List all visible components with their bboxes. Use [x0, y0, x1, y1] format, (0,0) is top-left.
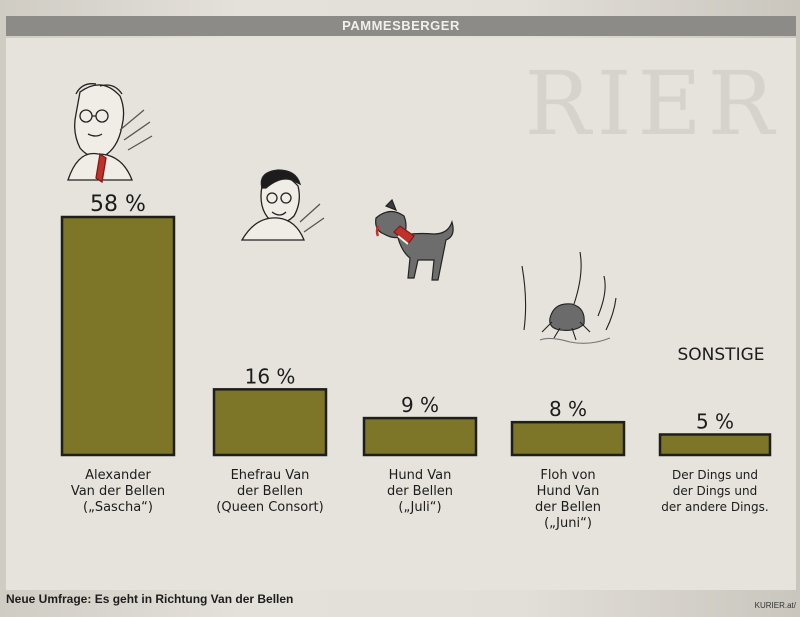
category-label-line: („Juli“) — [398, 500, 441, 515]
value-label-4: 8 % — [549, 397, 587, 421]
bar-2 — [212, 388, 328, 457]
spouse-drawing — [240, 169, 325, 241]
category-label-1: Alexander Van der Bellen („Sascha“) — [71, 468, 165, 515]
bar-3 — [362, 416, 478, 457]
category-label-line: der Bellen — [237, 484, 303, 499]
value-labels-layer: 58 % 16 % 9 % 8 % 5 % — [90, 192, 734, 433]
category-label-4: Floh von Hund Van der Bellen („Juni“) — [535, 468, 601, 531]
caption: Neue Umfrage: Es geht in Richtung Van de… — [6, 592, 294, 606]
category-label-line: („Juni“) — [544, 516, 592, 531]
dog-drawing — [375, 198, 454, 281]
category-label-5: Der Dings und der Dings und der andere Din… — [661, 468, 768, 514]
sonstige-annotation: SONSTIGE — [678, 345, 765, 365]
category-label-line: („Sascha“) — [83, 500, 153, 515]
category-label-line: Der Dings und — [672, 468, 758, 482]
header-bar: PAMMESBERGER — [6, 16, 796, 36]
bar-4 — [510, 420, 626, 457]
cartoon-title: PAMMESBERGER — [342, 18, 460, 33]
category-label-2: Ehefrau Van der Bellen (Queen Consort) — [216, 468, 323, 515]
category-label-line: Floh von — [540, 468, 595, 483]
category-label-line: Alexander — [85, 468, 151, 483]
category-label-line: (Queen Consort) — [216, 500, 323, 515]
value-label-1: 58 % — [90, 192, 146, 217]
value-label-3: 9 % — [401, 393, 439, 417]
category-label-line: Ehefrau Van — [231, 468, 310, 483]
category-label-line: der Bellen — [387, 484, 453, 499]
politician-drawing — [67, 83, 153, 184]
cartoon-drawings — [67, 83, 617, 344]
category-label-line: der Dings und — [673, 484, 757, 498]
bars-layer — [60, 215, 772, 457]
value-label-5: 5 % — [696, 409, 734, 433]
category-label-line: der Bellen — [535, 500, 601, 515]
bleed-through-text: RIER — [524, 52, 780, 155]
source-credit: KURIER.at/ — [754, 601, 796, 610]
category-label-line: der andere Dings. — [661, 500, 768, 514]
value-label-2: 16 % — [245, 364, 296, 388]
bar-1 — [60, 215, 176, 457]
category-label-line: Hund Van — [389, 468, 452, 483]
bar-5 — [658, 433, 772, 457]
category-labels-layer: Alexander Van der Bellen („Sascha“) Ehefrau… — [71, 468, 769, 531]
flea-drawing — [521, 251, 617, 344]
category-label-3: Hund Van der Bellen („Juli“) — [387, 468, 453, 515]
category-label-line: Van der Bellen — [71, 484, 165, 499]
category-label-line: Hund Van — [537, 484, 600, 499]
